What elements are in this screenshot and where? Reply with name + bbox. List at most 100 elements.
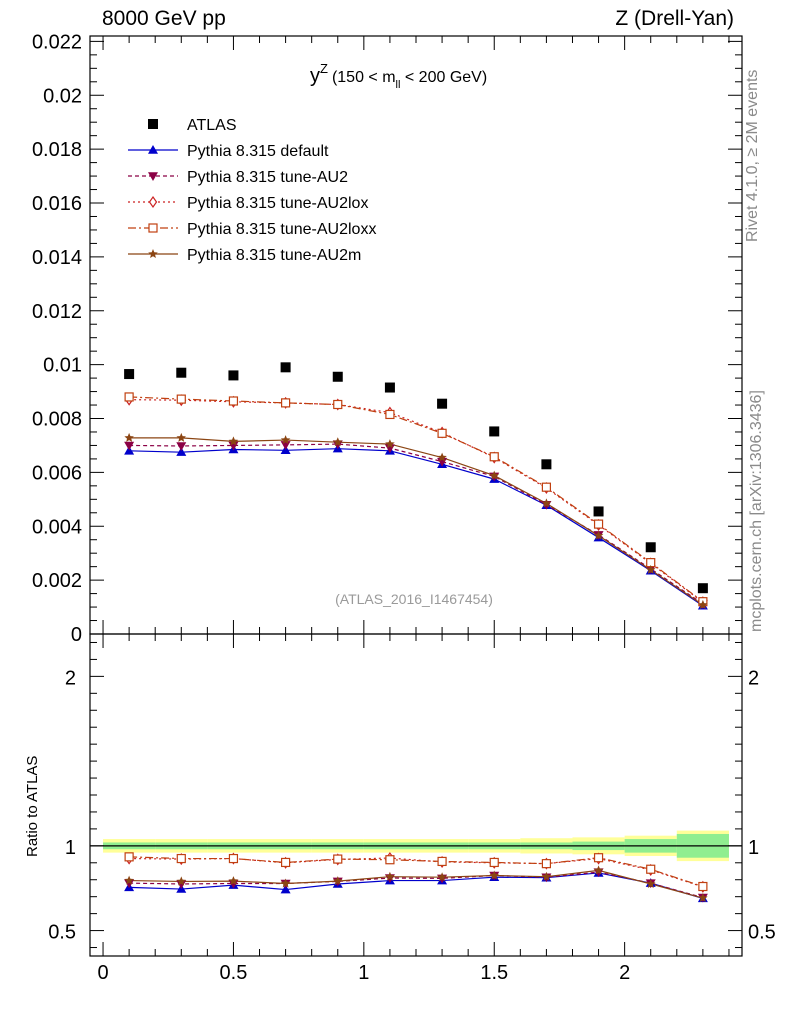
header-energy-label: 8000 GeV pp [102, 7, 226, 30]
main-line-pythia-8-315-tune-au2loxx [129, 396, 704, 603]
series-lines [129, 396, 704, 899]
mcplots-credit-label: mcplots.cern.ch [arXiv:1306.3436] [748, 390, 765, 632]
y-tick-label: 0.004 [32, 516, 82, 538]
chart-title: yZ (150 < mll < 200 GeV) [310, 61, 487, 91]
legend-label-pythia-8-315-default: Pythia 8.315 default [187, 143, 329, 160]
ratio-point-pythia-8-315-tune-au2m [646, 879, 656, 888]
main-point-pythia-8-315-default [176, 447, 187, 456]
ratio-point-pythia-8-315-tune-au2loxx [489, 857, 499, 868]
main-point-pythia-8-315-tune-au2m [698, 599, 708, 609]
ratio-point-pythia-8-315-tune-au2m [698, 893, 708, 903]
atlas-data-point [645, 542, 656, 553]
y-tick-label: 0.008 [32, 409, 82, 431]
main-point-pythia-8-315-tune-au2m [646, 564, 656, 574]
ratio-point-pythia-8-315-tune-au2loxx [646, 864, 656, 874]
atlas-data-point [541, 459, 552, 470]
main-point-pythia-8-315-tune-au2loxx [228, 396, 239, 406]
rivet-version-label: Rivet 4.1.0, ≥ 2M events [744, 69, 761, 242]
legend-marker-pythia-8-315-tune-au2lox [148, 195, 158, 209]
main-point-pythia-8-315-tune-au2loxx [281, 398, 291, 408]
main-point-pythia-8-315-tune-au2 [176, 442, 187, 451]
ratio-point-pythia-8-315-tune-au2m [385, 871, 395, 881]
legend-label-pythia-8-315-tune-au2: Pythia 8.315 tune-AU2 [187, 169, 348, 186]
y-tick-label: 0.016 [32, 193, 82, 215]
main-point-pythia-8-315-tune-au2loxx [124, 392, 134, 402]
x-tick-label: 1.5 [480, 962, 508, 984]
ratio-point-pythia-8-315-tune-au2loxx [333, 854, 343, 864]
main-point-pythia-8-315-tune-au2m [489, 470, 499, 480]
ratio-line-pythia-8-315-tune-au2lox [129, 857, 704, 888]
y-tick-label: 0.018 [32, 139, 82, 161]
ratio-point-pythia-8-315-tune-au2loxx [124, 852, 134, 862]
ratio-point-pythia-8-315-tune-au2m [333, 876, 343, 886]
analysis-id: (ATLAS_2016_I1467454) [335, 591, 493, 607]
ratio-point-pythia-8-315-tune-au2m [124, 875, 134, 885]
main-point-pythia-8-315-tune-au2loxx [541, 482, 552, 492]
axis-ticks [90, 36, 742, 956]
ratio-point-pythia-8-315-tune-au2loxx [281, 857, 291, 868]
main-point-pythia-8-315-tune-au2loxx [437, 428, 447, 438]
title-range-suffix: < 200 GeV) [400, 69, 487, 86]
main-point-pythia-8-315-tune-au2m [228, 436, 239, 446]
main-point-pythia-8-315-tune-au2loxx [489, 452, 499, 462]
main-line-pythia-8-315-tune-au2 [129, 443, 704, 605]
ratio-point-pythia-8-315-tune-au2 [124, 879, 135, 889]
legend-marker-pythia-8-315-default [148, 145, 158, 154]
axis-tick-labels: 0 0.5 1 1.5 2 0 0.002 0.004 0.006 0.008 0.01 0.012 0… [32, 31, 776, 984]
main-point-pythia-8-315-tune-au2 [124, 441, 135, 451]
ratio-point-pythia-8-315-tune-au2m [437, 872, 447, 882]
title-superscript: Z [320, 61, 328, 76]
ratio-point-pythia-8-315-tune-au2 [176, 880, 187, 889]
title-range-subscript: ll [396, 79, 401, 91]
ratio-point-pythia-8-315-tune-au2loxx [176, 853, 186, 864]
y-tick-label: 0.012 [32, 301, 82, 323]
x-tick-label: 0.5 [220, 962, 248, 984]
main-point-pythia-8-315-tune-au2m [333, 437, 343, 447]
header-process-label: Z (Drell-Yan) [615, 7, 734, 30]
ratio-y-tick-label-right: 2 [748, 667, 759, 689]
ratio-point-pythia-8-315-tune-au2loxx [593, 853, 604, 863]
legend-marker-pythia-8-315-tune-au2 [148, 172, 158, 181]
y-tick-label: 0.022 [32, 31, 82, 53]
ratio-line-pythia-8-315-tune-au2loxx [129, 856, 704, 888]
atlas-data-point [489, 426, 500, 437]
legend-label-pythia-8-315-tune-au2lox: Pythia 8.315 tune-AU2lox [187, 195, 368, 212]
ratio-point-pythia-8-315-tune-au2loxx [385, 855, 395, 865]
legend-marker-pythia-8-315-tune-au2loxx [148, 223, 158, 233]
legend-marker-atlas [148, 119, 158, 129]
ratio-point-pythia-8-315-tune-au2m [593, 865, 604, 875]
ratio-y-tick-label: 1 [65, 837, 76, 859]
ratio-point-pythia-8-315-tune-au2m [541, 871, 552, 881]
ratio-y-tick-label-right: 0.5 [748, 922, 776, 944]
main-point-pythia-8-315-tune-au2loxx [593, 519, 604, 529]
y-tick-label: 0.002 [32, 570, 82, 592]
atlas-data-point [697, 583, 708, 594]
ratio-y-axis-label: Ratio to ATLAS [24, 755, 41, 857]
ratio-line-pythia-8-315-tune-au2 [129, 871, 704, 899]
ratio-point-pythia-8-315-tune-au2loxx [228, 853, 239, 864]
y-tick-label: 0.02 [43, 85, 82, 107]
main-point-pythia-8-315-tune-au2m [385, 439, 395, 449]
ratio-y-tick-label: 0.5 [48, 922, 76, 944]
atlas-data-point [384, 382, 395, 393]
ratio-line-pythia-8-315-default [129, 872, 704, 899]
ratio-point-pythia-8-315-tune-au2loxx [698, 881, 708, 892]
legend-label-atlas: ATLAS [187, 117, 237, 134]
x-tick-label: 2 [619, 962, 630, 984]
x-tick-label: 0 [97, 962, 108, 984]
main-point-pythia-8-315-tune-au2loxx [385, 409, 395, 420]
main-point-pythia-8-315-tune-au2loxx [176, 394, 186, 404]
atlas-data-point [332, 371, 343, 382]
ratio-y-tick-label: 2 [65, 667, 76, 689]
legend-label-pythia-8-315-tune-au2loxx: Pythia 8.315 tune-AU2loxx [187, 221, 376, 238]
legend: ATLAS Pythia 8.315 default Pythia 8.315 tu… [128, 117, 376, 264]
title-range-prefix: (150 < m [332, 69, 396, 86]
ratio-point-pythia-8-315-tune-au2 [228, 879, 239, 889]
main-point-pythia-8-315-tune-au2m [437, 452, 447, 462]
ratio-frame [89, 633, 743, 957]
y-tick-label: 0 [71, 624, 82, 646]
main-line-pythia-8-315-tune-au2lox [129, 399, 704, 603]
title-variable: y [310, 65, 320, 87]
atlas-data-point [437, 398, 448, 409]
atlas-data-point [593, 506, 604, 517]
